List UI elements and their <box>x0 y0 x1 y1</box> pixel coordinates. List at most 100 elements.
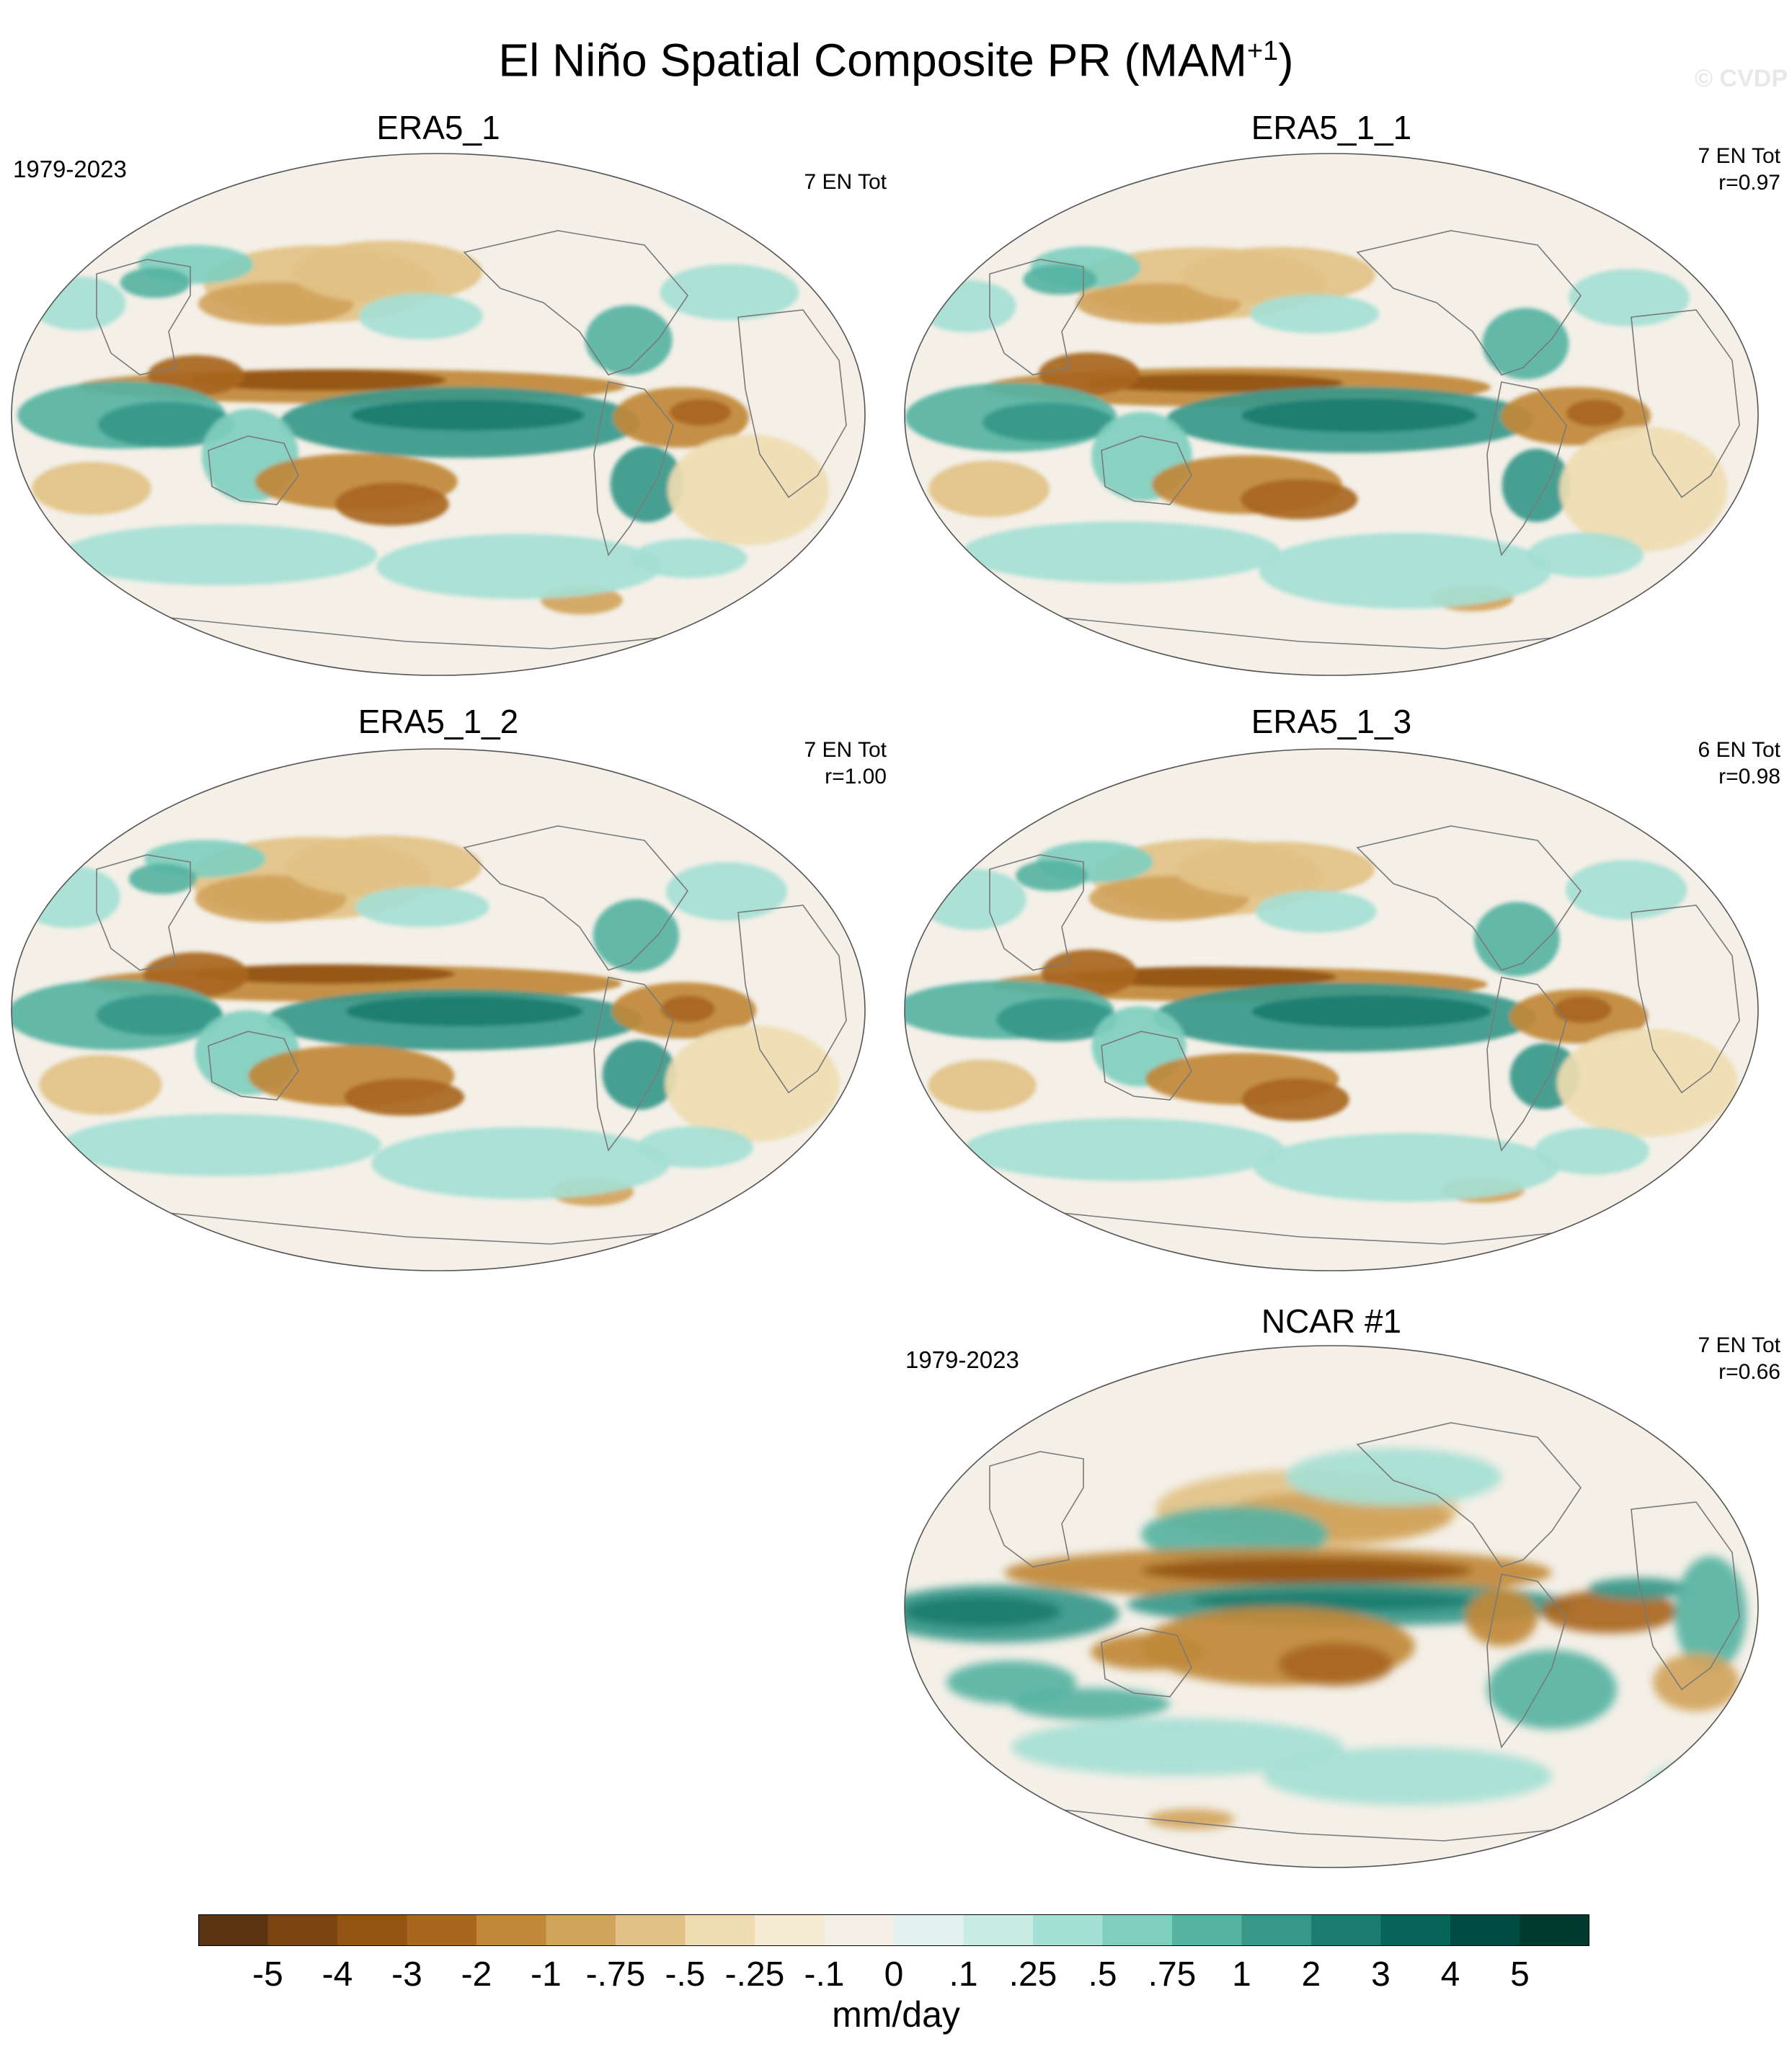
colorbar-swatch <box>685 1914 755 1946</box>
anomaly-contour <box>355 886 489 928</box>
anomaly-contour <box>1176 841 1375 898</box>
colorbar-tick-label: 3 <box>1371 1955 1390 1994</box>
coastline <box>737 309 847 499</box>
colorbar-tick-label: .25 <box>1008 1955 1057 1994</box>
colorbar-tick-label: -3 <box>391 1955 422 1994</box>
anomaly-contour <box>1527 532 1644 578</box>
anomaly-field <box>905 1448 1747 1829</box>
anomaly-contour <box>1646 1762 1747 1819</box>
anomaly-contour <box>660 264 799 321</box>
map-era5-1-3 <box>904 748 1759 1271</box>
coastline <box>1631 905 1740 1094</box>
anomaly-contour <box>1675 1556 1747 1671</box>
anomaly-contour <box>1141 1558 1473 1584</box>
colorbar-swatch <box>1102 1914 1173 1946</box>
anomaly-contour <box>928 461 1050 518</box>
colorbar-swatch <box>1172 1914 1242 1946</box>
anomaly-contour <box>1541 1590 1678 1633</box>
coastline <box>96 259 191 376</box>
coastlines <box>96 230 847 649</box>
coastline <box>1101 1627 1192 1697</box>
anomaly-contour <box>1285 1448 1502 1506</box>
anomaly-contour <box>1023 264 1097 295</box>
coastline <box>1486 1573 1567 1749</box>
map-era5-1-1 <box>904 153 1759 676</box>
anomaly-contour <box>665 1025 840 1142</box>
colorbar-tick-label: -.1 <box>804 1955 845 1994</box>
anomaly-contour <box>1016 860 1088 892</box>
anomaly-contour <box>667 434 829 546</box>
anomaly-contour <box>1557 1029 1738 1137</box>
colorbar-tick-label: .75 <box>1148 1955 1197 1994</box>
anomaly-contour <box>1487 1650 1617 1729</box>
colorbar-units: mm/day <box>832 1994 960 2035</box>
colorbar-tick-label: -.75 <box>585 1955 646 1994</box>
colorbar-swatch <box>894 1914 964 1946</box>
anomaly-contour <box>1091 1634 1206 1670</box>
colorbar-swatch <box>1241 1914 1312 1946</box>
colorbar-tick-label: -1 <box>531 1955 562 1994</box>
anomaly-contour <box>669 399 732 426</box>
map-border <box>11 153 866 676</box>
anomaly-contour <box>195 964 456 984</box>
colorbar-swatch <box>476 1914 546 1946</box>
anomaly-contour <box>905 1596 1062 1627</box>
anomaly-contour <box>285 835 482 898</box>
anomaly-contour <box>30 276 126 331</box>
map-border <box>11 748 866 1271</box>
coastline <box>463 825 689 971</box>
coastline <box>1356 1422 1582 1568</box>
anomaly-contour <box>1011 1718 1343 1776</box>
anomaly-contour <box>291 240 483 303</box>
anomaly-contour <box>198 282 354 326</box>
anomaly-contour <box>1465 1589 1538 1646</box>
anomaly-contour <box>344 1078 465 1116</box>
anomaly-contour <box>358 293 483 339</box>
anomaly-contour <box>1255 890 1377 933</box>
colorbar-tick-label: -5 <box>252 1955 283 1994</box>
anomaly-contour <box>376 533 662 599</box>
anomaly-contour <box>1553 996 1612 1023</box>
coastline <box>1486 977 1567 1152</box>
map-era5-1 <box>11 153 866 676</box>
anomaly-contour <box>1038 352 1140 396</box>
colorbar-tick-label: .5 <box>1088 1955 1117 1994</box>
anomaly-contour <box>1566 399 1624 427</box>
anomaly-field <box>17 240 829 615</box>
anomaly-contour <box>334 482 449 526</box>
anomaly-contour <box>195 874 347 923</box>
anomaly-contour <box>61 524 378 585</box>
anomaly-contour <box>996 998 1118 1041</box>
anomaly-contour <box>1254 1133 1559 1202</box>
colorbar-tick-label: 2 <box>1301 1955 1321 1994</box>
colorbar-swatch <box>755 1914 825 1946</box>
map-ncar-1 <box>904 1345 1759 1868</box>
colorbar-border <box>198 1914 1589 1946</box>
colorbar-tick-label: 1 <box>1232 1955 1251 1994</box>
map-border <box>904 153 1759 676</box>
anomaly-contour <box>1250 294 1380 334</box>
anomaly-contour <box>190 369 446 391</box>
colorbar-tick-label: -.5 <box>665 1955 706 1994</box>
anomaly-contour <box>660 995 715 1023</box>
colorbar-swatch <box>337 1914 407 1946</box>
anomaly-contour <box>593 899 679 972</box>
anomaly-contour <box>1181 246 1375 304</box>
anomaly-contour <box>1041 949 1137 997</box>
anomaly-contour <box>1502 448 1571 523</box>
anomaly-field <box>12 835 840 1207</box>
colorbar-swatch <box>824 1914 895 1946</box>
anomaly-contour <box>1474 902 1560 977</box>
panel-title: NCAR #1 <box>1261 1302 1402 1340</box>
colorbar-swatch <box>1450 1914 1520 1946</box>
colorbar-swatch <box>616 1914 686 1946</box>
anomaly-contour <box>919 869 1026 930</box>
colorbar-tick-label: .1 <box>949 1955 978 1994</box>
coastline <box>96 854 191 971</box>
anomaly-contour <box>1588 1578 1689 1599</box>
panel-stat: 6 EN Tot r=0.98 <box>1698 738 1780 789</box>
colorbar-swatch <box>546 1914 616 1946</box>
anomaly-contour <box>1251 995 1491 1029</box>
anomaly-contour <box>1259 533 1552 609</box>
anomaly-contour <box>602 1039 678 1110</box>
